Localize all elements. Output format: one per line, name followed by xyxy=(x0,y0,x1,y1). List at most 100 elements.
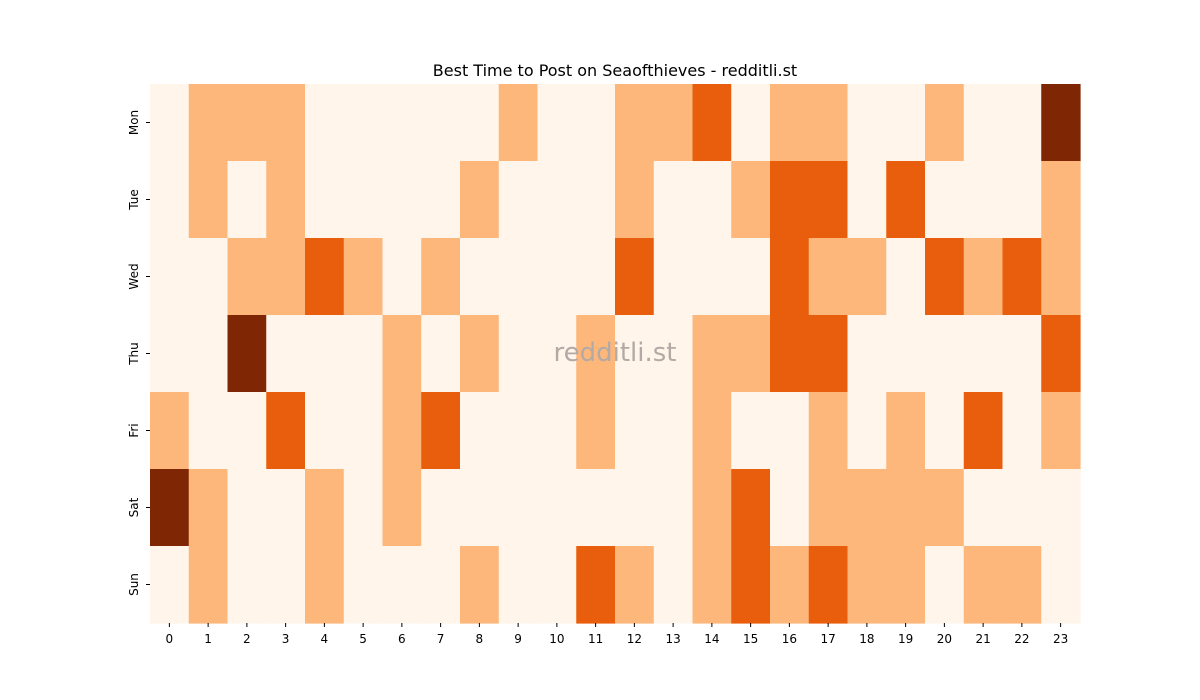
heatmap-cell-fri-16 xyxy=(770,392,810,470)
heatmap-cell-thu-16 xyxy=(770,315,810,393)
heatmap-cell-sat-11 xyxy=(576,469,616,547)
heatmap-cell-mon-6 xyxy=(382,84,422,162)
heatmap-cell-fri-17 xyxy=(808,392,849,470)
heatmap-cell-wed-23 xyxy=(1041,238,1081,316)
heatmap-cell-sun-2 xyxy=(227,546,267,624)
y-tick-label: Sun xyxy=(127,573,141,596)
heatmap-cell-tue-9 xyxy=(498,161,539,239)
y-axis-ticks: Mon Tue Wed Thu Fri Sat Sun xyxy=(127,110,150,596)
heatmap-cell-fri-23 xyxy=(1041,392,1081,470)
heatmap-cell-tue-23 xyxy=(1041,161,1081,239)
heatmap-cell-tue-7 xyxy=(421,161,461,239)
x-tick-label: 19 xyxy=(898,632,913,646)
heatmap-cell-thu-1 xyxy=(188,315,229,393)
heatmap-cell-thu-6 xyxy=(382,315,422,393)
heatmap-cell-wed-21 xyxy=(963,238,1004,316)
heatmap-cell-mon-14 xyxy=(692,84,732,162)
heatmap-cell-wed-8 xyxy=(460,238,500,316)
heatmap-cell-tue-21 xyxy=(963,161,1004,239)
heatmap-cell-thu-2 xyxy=(227,315,267,393)
x-tick-label: 20 xyxy=(937,632,952,646)
heatmap-cell-sun-18 xyxy=(847,546,887,624)
heatmap-cell-mon-13 xyxy=(653,84,694,162)
x-tick-label: 21 xyxy=(975,632,990,646)
x-tick-label: 10 xyxy=(549,632,564,646)
heatmap-cell-sat-22 xyxy=(1002,469,1042,547)
heatmap-cell-thu-15 xyxy=(731,315,771,393)
heatmap-cell-tue-6 xyxy=(382,161,422,239)
heatmap-cell-sat-10 xyxy=(537,469,577,547)
heatmap-cell-tue-22 xyxy=(1002,161,1042,239)
heatmap-cell-sun-11 xyxy=(576,546,616,624)
heatmap-cell-wed-12 xyxy=(615,238,655,316)
heatmap-cell-sun-20 xyxy=(925,546,965,624)
heatmap-cell-tue-10 xyxy=(537,161,577,239)
heatmap-cell-sat-21 xyxy=(963,469,1004,547)
heatmap-cell-thu-4 xyxy=(305,315,345,393)
heatmap-cell-tue-11 xyxy=(576,161,616,239)
heatmap-cell-mon-2 xyxy=(227,84,267,162)
x-tick-label: 22 xyxy=(1014,632,1029,646)
x-tick-label: 11 xyxy=(588,632,603,646)
heatmap-cell-wed-11 xyxy=(576,238,616,316)
x-tick-label: 3 xyxy=(282,632,290,646)
heatmap-cell-fri-21 xyxy=(963,392,1004,470)
heatmap-cell-wed-20 xyxy=(925,238,965,316)
heatmap-cell-sat-2 xyxy=(227,469,267,547)
heatmap-cell-fri-0 xyxy=(150,392,190,470)
heatmap-cell-sun-3 xyxy=(266,546,306,624)
heatmap-cell-tue-20 xyxy=(925,161,965,239)
x-tick-label: 7 xyxy=(437,632,445,646)
y-tick-label: Fri xyxy=(127,423,141,437)
y-tick-label: Wed xyxy=(127,263,141,289)
heatmap-cell-tue-16 xyxy=(770,161,810,239)
heatmap-cell-sat-4 xyxy=(305,469,345,547)
heatmap-cell-fri-10 xyxy=(537,392,577,470)
x-tick-label: 13 xyxy=(665,632,680,646)
heatmap-cell-mon-10 xyxy=(537,84,577,162)
y-tick-label: Tue xyxy=(127,189,141,211)
x-tick-label: 2 xyxy=(243,632,251,646)
heatmap-cell-wed-0 xyxy=(150,238,190,316)
heatmap-cell-mon-22 xyxy=(1002,84,1042,162)
heatmap-cell-sat-16 xyxy=(770,469,810,547)
heatmap-cell-sat-0 xyxy=(150,469,190,547)
heatmap-cell-thu-7 xyxy=(421,315,461,393)
heatmap-cell-wed-2 xyxy=(227,238,267,316)
heatmap-cell-wed-15 xyxy=(731,238,771,316)
heatmap-cell-mon-8 xyxy=(460,84,500,162)
heatmap-cell-mon-16 xyxy=(770,84,810,162)
heatmap-cell-thu-14 xyxy=(692,315,732,393)
x-axis-ticks: 0 1 2 3 4 5 6 7 8 9 10 11 12 13 14 15 16 17 18 19 20 21 22 23 xyxy=(166,623,1068,646)
heatmap-cell-fri-7 xyxy=(421,392,461,470)
heatmap-cell-thu-0 xyxy=(150,315,190,393)
heatmap-cell-sun-15 xyxy=(731,546,771,624)
x-tick-label: 9 xyxy=(514,632,522,646)
heatmap-cell-mon-23 xyxy=(1041,84,1081,162)
heatmap-cell-tue-3 xyxy=(266,161,306,239)
heatmap-cell-sat-13 xyxy=(653,469,694,547)
heatmap-cell-thu-12 xyxy=(615,315,655,393)
heatmap-cell-mon-19 xyxy=(886,84,926,162)
heatmap-cell-thu-17 xyxy=(808,315,849,393)
heatmap-cell-wed-3 xyxy=(266,238,306,316)
heatmap-cell-sat-8 xyxy=(460,469,500,547)
heatmap-cell-sun-5 xyxy=(343,546,384,624)
heatmap-cell-mon-20 xyxy=(925,84,965,162)
heatmap-cell-mon-5 xyxy=(343,84,384,162)
heatmap-cell-thu-9 xyxy=(498,315,539,393)
heatmap-cell-wed-22 xyxy=(1002,238,1042,316)
heatmap-cell-sun-19 xyxy=(886,546,926,624)
heatmap-cell-tue-18 xyxy=(847,161,887,239)
heatmap-cell-thu-21 xyxy=(963,315,1004,393)
heatmap-cell-tue-14 xyxy=(692,161,732,239)
heatmap-cell-thu-22 xyxy=(1002,315,1042,393)
heatmap-cell-thu-18 xyxy=(847,315,887,393)
heatmap-cell-sun-8 xyxy=(460,546,500,624)
heatmap-cell-sun-22 xyxy=(1002,546,1042,624)
heatmap-cell-thu-8 xyxy=(460,315,500,393)
heatmap-cell-sun-17 xyxy=(808,546,849,624)
heatmap-cell-wed-18 xyxy=(847,238,887,316)
heatmap-cell-fri-6 xyxy=(382,392,422,470)
